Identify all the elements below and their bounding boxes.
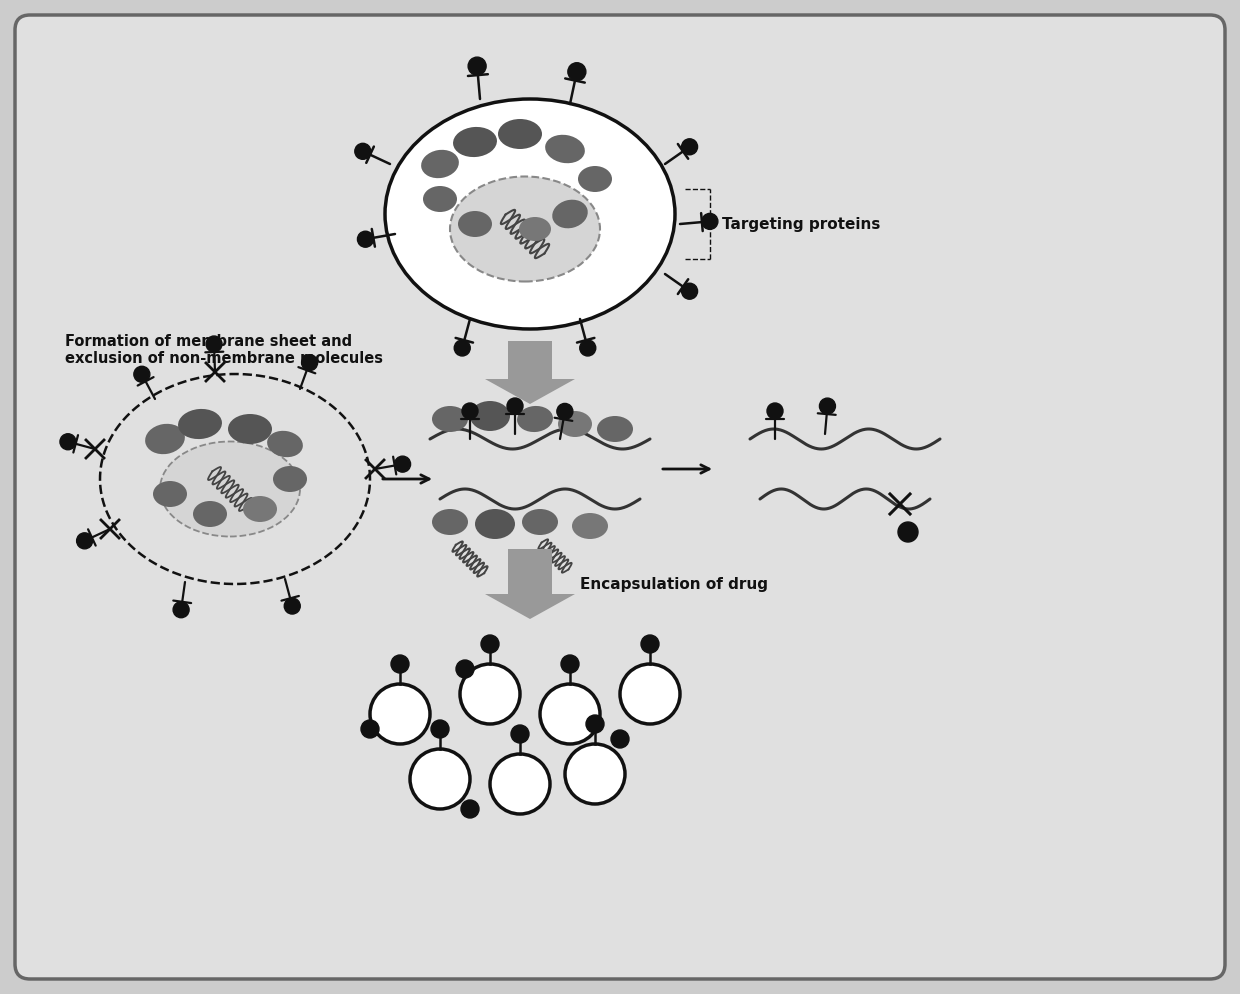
FancyBboxPatch shape [15, 15, 1225, 979]
Circle shape [481, 635, 498, 653]
Circle shape [463, 403, 477, 419]
Ellipse shape [423, 186, 458, 212]
Text: Encapsulation of drug: Encapsulation of drug [580, 577, 768, 591]
Text: Formation of membrane sheet and
exclusion of non-membrane molecules: Formation of membrane sheet and exclusio… [64, 334, 383, 367]
Ellipse shape [578, 166, 613, 192]
Ellipse shape [458, 211, 492, 237]
FancyArrow shape [485, 341, 575, 404]
Ellipse shape [384, 99, 675, 329]
Circle shape [580, 340, 595, 356]
Ellipse shape [546, 135, 585, 163]
Ellipse shape [572, 513, 608, 539]
Circle shape [539, 684, 600, 744]
Circle shape [361, 720, 379, 738]
Ellipse shape [145, 423, 185, 454]
Circle shape [206, 336, 222, 352]
Circle shape [587, 715, 604, 733]
Circle shape [898, 522, 918, 542]
Ellipse shape [193, 501, 227, 527]
Circle shape [560, 655, 579, 673]
Text: Targeting proteins: Targeting proteins [722, 217, 880, 232]
Circle shape [432, 720, 449, 738]
Circle shape [391, 655, 409, 673]
Ellipse shape [432, 509, 467, 535]
FancyArrow shape [485, 549, 575, 619]
Circle shape [511, 725, 529, 743]
Ellipse shape [522, 509, 558, 535]
Ellipse shape [153, 481, 187, 507]
Circle shape [355, 143, 371, 159]
Circle shape [568, 63, 585, 81]
Circle shape [682, 139, 698, 155]
Circle shape [174, 601, 190, 617]
Ellipse shape [432, 406, 467, 432]
Ellipse shape [596, 416, 632, 442]
Ellipse shape [228, 414, 272, 444]
Circle shape [820, 399, 836, 414]
Circle shape [682, 283, 698, 299]
Ellipse shape [243, 496, 277, 522]
Circle shape [394, 456, 410, 472]
Ellipse shape [498, 119, 542, 149]
Circle shape [60, 433, 76, 449]
Circle shape [77, 533, 93, 549]
Ellipse shape [160, 441, 300, 537]
Circle shape [557, 404, 573, 419]
Circle shape [461, 800, 479, 818]
Ellipse shape [273, 466, 308, 492]
Circle shape [284, 598, 300, 614]
Circle shape [565, 744, 625, 804]
Circle shape [301, 355, 317, 371]
Ellipse shape [558, 411, 591, 437]
Ellipse shape [552, 200, 588, 229]
Circle shape [410, 749, 470, 809]
Circle shape [641, 635, 658, 653]
Circle shape [469, 57, 486, 76]
Circle shape [768, 403, 782, 419]
Ellipse shape [517, 406, 553, 432]
Circle shape [454, 340, 470, 356]
Circle shape [460, 664, 520, 724]
Ellipse shape [267, 430, 303, 457]
Ellipse shape [475, 509, 515, 539]
Ellipse shape [422, 150, 459, 178]
Circle shape [134, 366, 150, 383]
Circle shape [611, 730, 629, 748]
Circle shape [507, 398, 523, 414]
Ellipse shape [450, 177, 600, 281]
Circle shape [357, 232, 373, 248]
Ellipse shape [470, 401, 510, 431]
Circle shape [456, 660, 474, 678]
Ellipse shape [179, 409, 222, 439]
Ellipse shape [520, 217, 551, 241]
Circle shape [490, 754, 551, 814]
Circle shape [702, 214, 718, 230]
Ellipse shape [453, 127, 497, 157]
Circle shape [620, 664, 680, 724]
Circle shape [370, 684, 430, 744]
